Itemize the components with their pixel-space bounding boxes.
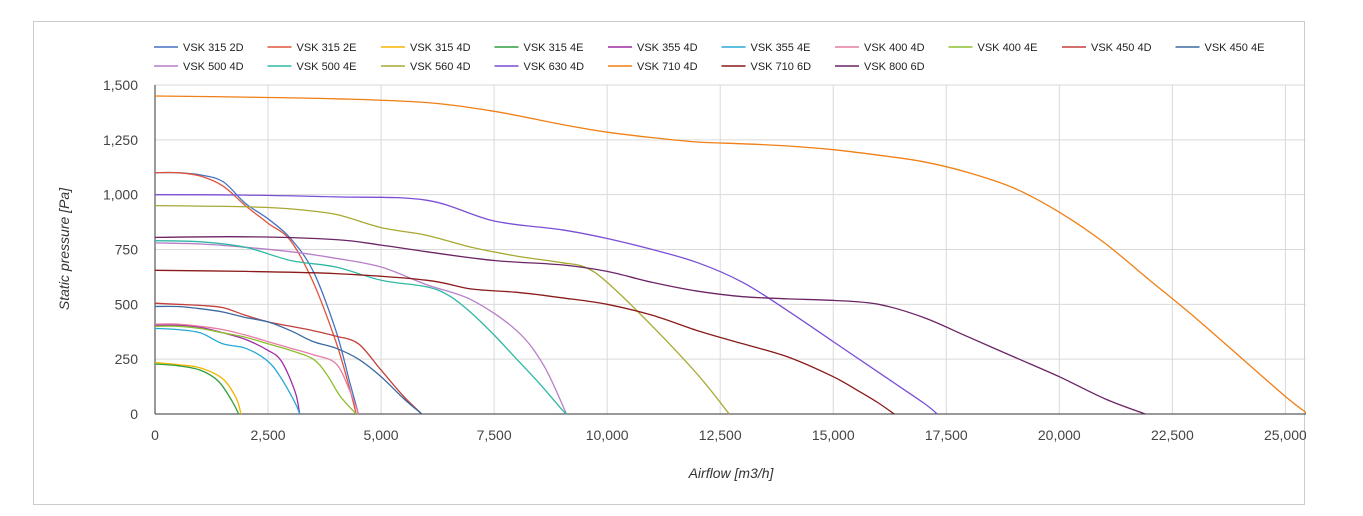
legend-label: VSK 450 4D bbox=[1091, 42, 1152, 54]
series-line-vsk-710-4d bbox=[154, 95, 1306, 414]
legend-label: VSK 710 4D bbox=[637, 61, 698, 73]
legend-item-vsk-355-4e[interactable]: VSK 355 4E bbox=[721, 42, 811, 54]
x-tick-label: 17,500 bbox=[925, 427, 968, 443]
legend-item-vsk-710-6d[interactable]: VSK 710 6D bbox=[721, 61, 812, 73]
legend-item-vsk-315-2d[interactable]: VSK 315 2D bbox=[154, 42, 244, 54]
series-line-vsk-400-4d bbox=[154, 323, 360, 415]
legend-label: VSK 315 4E bbox=[524, 42, 584, 54]
axes: 0 250 500 750 1,000 1,250 1,500 0 2,500 5,000 7,50… bbox=[103, 77, 1306, 443]
legend-item-vsk-400-4d[interactable]: VSK 400 4D bbox=[835, 42, 925, 54]
legend-label: VSK 315 2D bbox=[183, 42, 244, 54]
y-tick-label: 1,000 bbox=[103, 187, 138, 203]
series-line-vsk-450-4d bbox=[154, 302, 423, 415]
y-tick-label: 1,500 bbox=[103, 77, 138, 93]
legend-item-vsk-400-4e[interactable]: VSK 400 4E bbox=[948, 42, 1038, 54]
x-tick-label: 22,500 bbox=[1151, 427, 1194, 443]
legend-label: VSK 710 6D bbox=[751, 61, 812, 73]
x-tick-label: 12,500 bbox=[699, 427, 742, 443]
legend-label: VSK 355 4D bbox=[637, 42, 698, 54]
x-tick-label: 20,000 bbox=[1038, 427, 1081, 443]
series-line-vsk-450-4e bbox=[154, 305, 423, 415]
legend-label: VSK 400 4E bbox=[978, 42, 1038, 54]
y-tick-label: 0 bbox=[130, 406, 138, 422]
series-line-vsk-355-4d bbox=[154, 324, 301, 415]
x-tick-label: 0 bbox=[151, 427, 159, 443]
x-axis-title: Airflow [m3/h] bbox=[688, 465, 775, 481]
series-line-vsk-315-4e bbox=[154, 363, 240, 415]
legend-item-vsk-450-4e[interactable]: VSK 450 4E bbox=[1175, 42, 1265, 54]
y-tick-label: 250 bbox=[115, 351, 139, 367]
y-tick-label: 500 bbox=[115, 296, 139, 312]
series-line-vsk-400-4e bbox=[154, 325, 357, 415]
legend-item-vsk-710-4d[interactable]: VSK 710 4D bbox=[608, 61, 698, 73]
series-line-vsk-315-2d bbox=[154, 171, 360, 415]
chart-svg: 0 250 500 750 1,000 1,250 1,500 0 2,500 5,000 7,50… bbox=[56, 42, 1306, 481]
x-tick-label: 5,000 bbox=[364, 427, 399, 443]
series-line-vsk-630-4d bbox=[154, 194, 938, 415]
x-tick-label: 2,500 bbox=[251, 427, 286, 443]
legend-label: VSK 400 4D bbox=[864, 42, 925, 54]
series-line-vsk-800-6d bbox=[154, 236, 1146, 415]
y-axis-title: Static pressure [Pa] bbox=[56, 187, 72, 310]
legend-label: VSK 355 4E bbox=[751, 42, 811, 54]
legend-item-vsk-500-4d[interactable]: VSK 500 4D bbox=[154, 61, 244, 73]
legend-label: VSK 800 6D bbox=[864, 61, 925, 73]
series-line-vsk-560-4d bbox=[154, 204, 730, 415]
legend-item-vsk-560-4d[interactable]: VSK 560 4D bbox=[381, 61, 471, 73]
chart-frame: 0 250 500 750 1,000 1,250 1,500 0 2,500 5,000 7,50… bbox=[33, 21, 1306, 505]
legend-item-vsk-315-4e[interactable]: VSK 315 4E bbox=[494, 42, 584, 54]
legend-item-vsk-500-4e[interactable]: VSK 500 4E bbox=[267, 61, 357, 73]
legend-label: VSK 315 4D bbox=[410, 42, 471, 54]
x-tick-label: 15,000 bbox=[812, 427, 855, 443]
legend-item-vsk-355-4d[interactable]: VSK 355 4D bbox=[608, 42, 698, 54]
grid bbox=[154, 84, 1306, 415]
legend-item-vsk-450-4d[interactable]: VSK 450 4D bbox=[1062, 42, 1152, 54]
legend-label: VSK 500 4E bbox=[297, 61, 357, 73]
legend-label: VSK 450 4E bbox=[1205, 42, 1265, 54]
series-line-vsk-315-2e bbox=[154, 171, 357, 415]
series-lines bbox=[154, 95, 1306, 415]
series-line-vsk-315-4d bbox=[154, 361, 242, 415]
legend-item-vsk-315-4d[interactable]: VSK 315 4D bbox=[381, 42, 471, 54]
legend-label: VSK 315 2E bbox=[297, 42, 357, 54]
x-tick-label: 7,500 bbox=[477, 427, 512, 443]
series-line-vsk-355-4e bbox=[154, 327, 301, 415]
legend-label: VSK 560 4D bbox=[410, 61, 471, 73]
legend: VSK 315 2D VSK 315 2E VSK 315 4D VSK 315 4E… bbox=[154, 42, 1264, 73]
legend-item-vsk-630-4d[interactable]: VSK 630 4D bbox=[494, 61, 585, 73]
legend-label: VSK 630 4D bbox=[524, 61, 585, 73]
series-line-vsk-500-4d bbox=[154, 242, 568, 415]
series-line-vsk-500-4e bbox=[154, 240, 567, 415]
x-tick-label: 25,000 bbox=[1264, 427, 1306, 443]
y-tick-label: 1,250 bbox=[103, 132, 138, 148]
legend-item-vsk-800-6d[interactable]: VSK 800 6D bbox=[835, 61, 925, 73]
y-tick-label: 750 bbox=[115, 242, 139, 258]
legend-item-vsk-315-2e[interactable]: VSK 315 2E bbox=[267, 42, 357, 54]
x-tick-label: 10,000 bbox=[586, 427, 629, 443]
series-line-vsk-710-6d bbox=[154, 269, 895, 415]
legend-label: VSK 500 4D bbox=[183, 61, 244, 73]
